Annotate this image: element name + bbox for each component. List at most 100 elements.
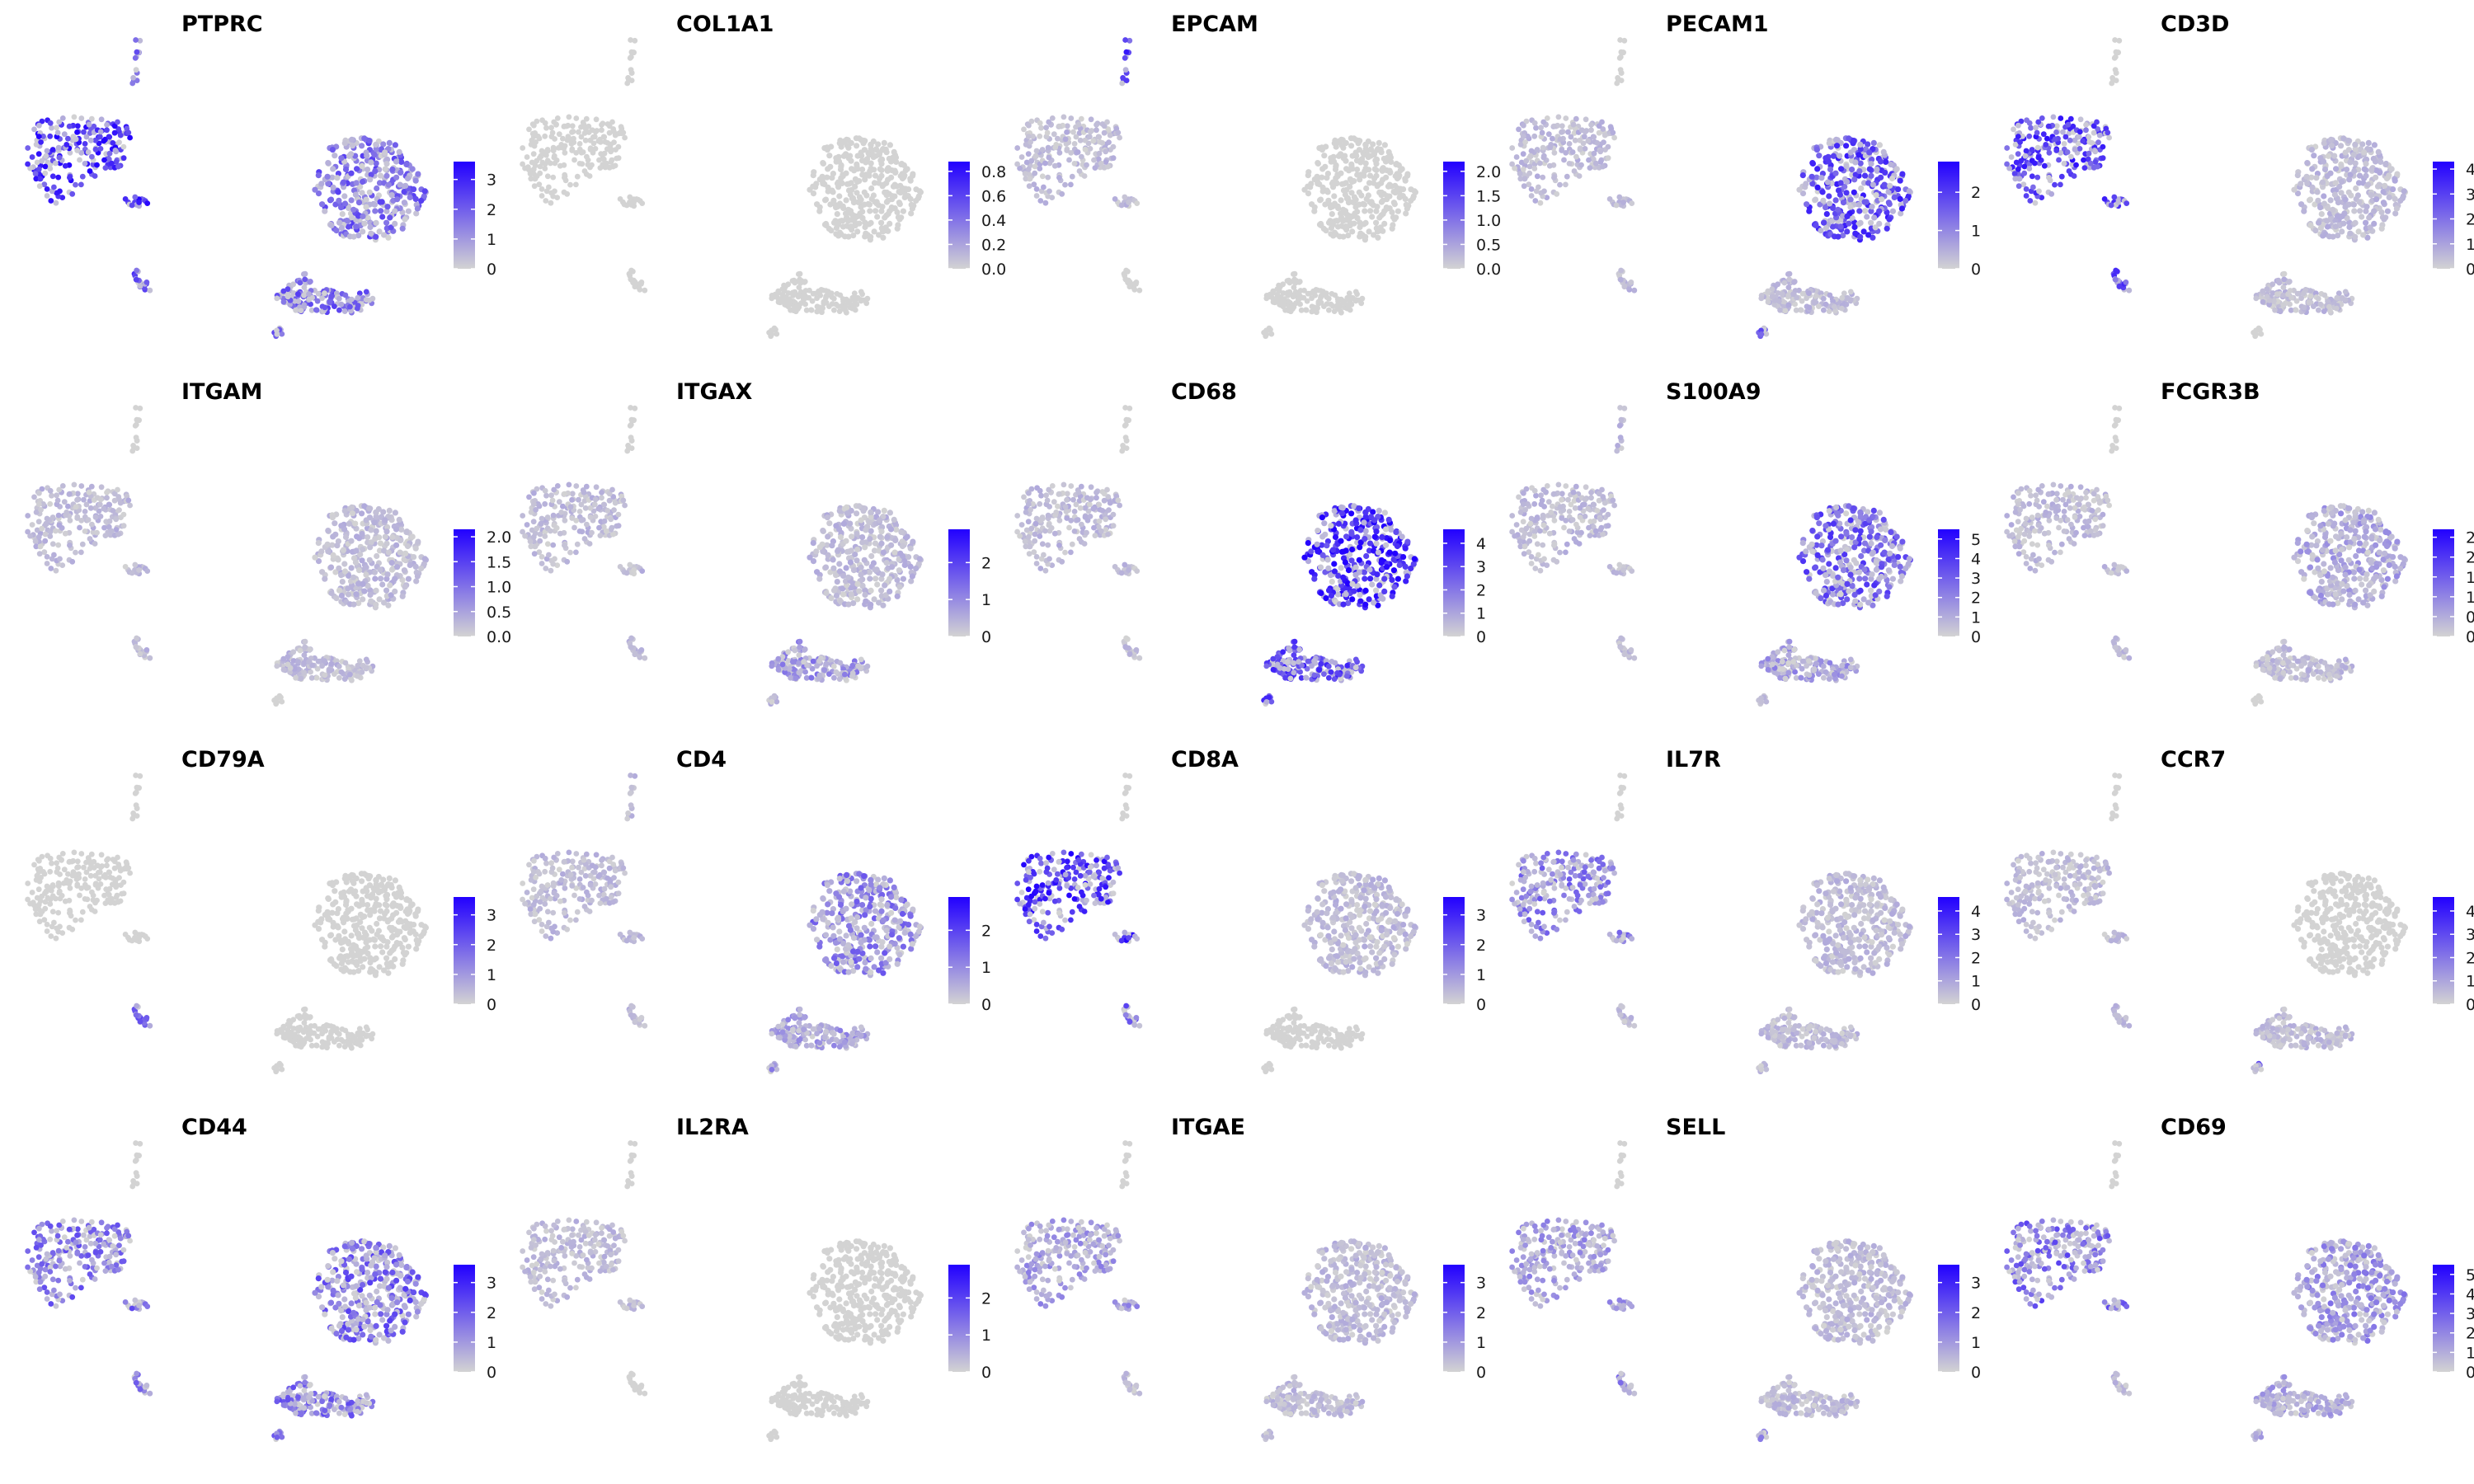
legend-tick-label: 3 — [2466, 186, 2474, 204]
cell-point — [301, 669, 308, 676]
cell-point — [1581, 134, 1587, 140]
cell-point — [601, 501, 608, 508]
cell-point — [599, 490, 604, 495]
cell-point — [2077, 129, 2083, 135]
cell-point — [325, 181, 332, 187]
cell-point — [355, 213, 362, 219]
cell-point — [1806, 304, 1813, 311]
cell-point — [1883, 158, 1889, 165]
cell-point — [907, 177, 914, 184]
cell-point — [615, 155, 622, 162]
cell-point — [830, 197, 837, 204]
cell-point — [834, 211, 840, 218]
cell-point — [1868, 219, 1874, 226]
cell-point — [2363, 156, 2370, 162]
cell-point — [2124, 200, 2130, 207]
cell-point — [56, 486, 63, 493]
cell-point — [2363, 208, 2369, 214]
cell-point — [2309, 184, 2316, 190]
cell-point — [329, 542, 336, 548]
cell-point — [1362, 146, 1369, 153]
cell-point — [101, 505, 107, 512]
cell-point — [584, 521, 590, 528]
cell-point — [361, 588, 368, 594]
cell-point — [601, 518, 608, 524]
cell-point — [2330, 206, 2336, 213]
cell-point — [2342, 204, 2349, 210]
cell-point — [527, 171, 534, 177]
cell-point — [597, 165, 604, 171]
cell-point — [1829, 223, 1837, 230]
cell-point — [1356, 138, 1362, 144]
cell-point — [2352, 146, 2359, 153]
cell-point — [1056, 175, 1062, 181]
cell-point — [2355, 228, 2362, 235]
cell-point — [1305, 290, 1311, 297]
cell-point — [2287, 301, 2293, 308]
cell-point — [2105, 129, 2111, 136]
cell-point — [878, 575, 885, 582]
cell-point — [365, 534, 371, 541]
cell-point — [1550, 123, 1557, 129]
umap-plot: 0.00.51.01.52.0 — [25, 405, 511, 707]
cell-point — [2029, 173, 2035, 180]
cell-point — [1076, 168, 1083, 174]
cell-point — [1777, 307, 1783, 313]
cell-point — [74, 123, 81, 129]
cell-point — [793, 308, 799, 314]
cell-point — [378, 575, 384, 582]
cell-point — [1526, 181, 1532, 188]
cell-point — [1096, 150, 1103, 157]
cell-point — [133, 405, 139, 411]
cell-point — [1874, 166, 1880, 173]
cell-point — [610, 163, 616, 170]
cell-point — [381, 599, 388, 606]
cell-point — [608, 148, 614, 155]
cell-point — [387, 214, 393, 221]
cell-point — [2095, 163, 2100, 170]
cell-point — [280, 288, 287, 294]
cell-point — [774, 331, 780, 337]
cell-point — [1611, 134, 1617, 141]
cell-point — [892, 169, 899, 176]
cell-point — [367, 544, 374, 551]
cell-point — [1037, 166, 1043, 171]
cell-point — [801, 291, 807, 298]
cell-point — [1096, 134, 1103, 140]
cell-point — [38, 139, 44, 145]
cell-point — [342, 660, 349, 666]
cell-point — [2106, 134, 2112, 141]
cell-point — [1033, 186, 1040, 192]
cell-point — [581, 498, 588, 504]
cell-point — [302, 638, 308, 645]
cell-point — [810, 172, 816, 179]
cell-point — [1079, 153, 1084, 160]
cell-point — [336, 663, 342, 669]
cell-point — [40, 501, 46, 507]
cell-point — [533, 507, 539, 513]
cell-point — [1384, 196, 1390, 203]
cell-point — [1396, 194, 1403, 200]
cell-point — [2335, 200, 2342, 206]
cell-point — [2347, 159, 2354, 166]
cell-point — [797, 276, 803, 283]
cell-point — [374, 552, 380, 560]
cell-point — [77, 157, 82, 163]
cell-point — [392, 588, 398, 594]
cell-point — [401, 567, 407, 574]
cell-point — [891, 148, 897, 155]
cell-point — [600, 156, 607, 162]
cell-point — [1832, 197, 1839, 204]
cell-point — [1835, 233, 1841, 240]
cell-point — [1540, 119, 1547, 125]
cell-point — [355, 662, 361, 669]
cell-point — [2318, 211, 2325, 218]
cell-point — [610, 126, 617, 132]
cell-point — [837, 166, 844, 173]
cell-point — [301, 652, 308, 658]
cell-point — [1028, 157, 1035, 164]
cell-point — [631, 200, 637, 205]
cell-point — [1362, 141, 1369, 148]
cell-point — [1324, 175, 1330, 181]
cell-point — [1792, 301, 1798, 308]
